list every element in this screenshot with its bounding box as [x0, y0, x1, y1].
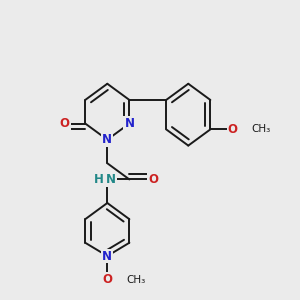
Text: N: N — [102, 133, 112, 146]
Text: O: O — [60, 117, 70, 130]
Text: N: N — [124, 117, 134, 130]
Text: N: N — [106, 173, 116, 186]
Text: O: O — [148, 173, 158, 186]
Text: N: N — [102, 250, 112, 262]
Text: CH₃: CH₃ — [252, 124, 271, 134]
Text: O: O — [102, 273, 112, 286]
Text: CH₃: CH₃ — [126, 274, 146, 285]
Text: O: O — [227, 123, 237, 136]
Text: H: H — [94, 173, 103, 186]
